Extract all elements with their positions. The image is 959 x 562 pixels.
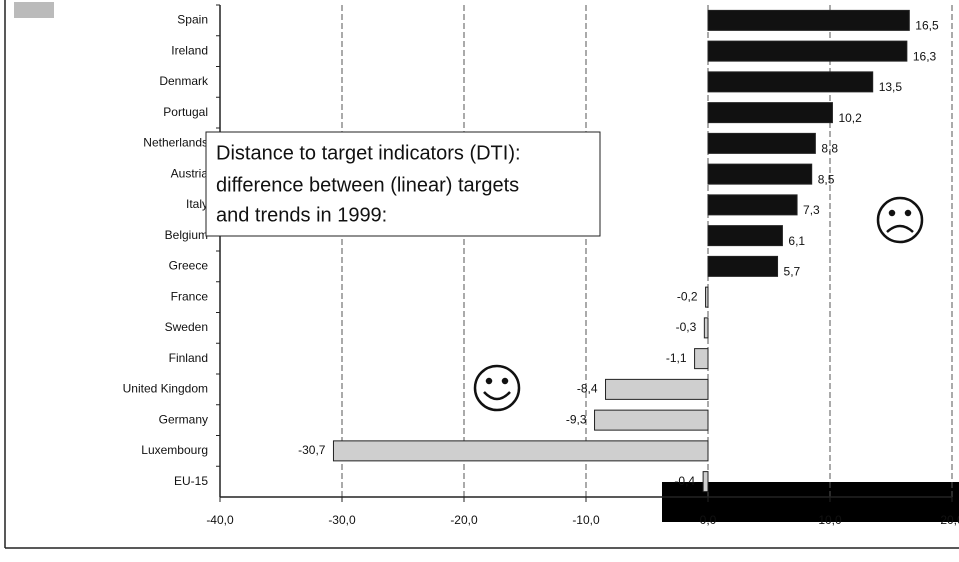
value-label: 6,1 [788,234,805,248]
y-tick-label: Sweden [165,320,208,334]
value-label: 10,2 [838,111,862,125]
value-label: 7,3 [803,203,820,217]
value-label: 8,8 [821,142,838,156]
y-tick-label: EU-15 [174,474,208,488]
bar [707,102,833,124]
bar [707,132,816,154]
annotation: Distance to target indicators (DTI): [216,142,521,164]
value-label: -8,4 [577,382,598,396]
value-label: -0,4 [674,474,695,488]
y-tick-label: Denmark [159,74,209,88]
bar [705,286,709,308]
bar [605,378,709,400]
value-label: -30,7 [298,443,326,457]
y-tick-label: Ireland [171,43,208,57]
bar [594,409,709,431]
value-label: -9,3 [566,412,587,426]
y-tick-label: Germany [159,412,208,426]
happy-face [473,364,521,412]
logo [14,2,54,18]
annotation: difference between (linear) targets [216,174,519,196]
value-label: 16,5 [915,19,939,33]
annotation: and trends in 1999: [216,204,387,226]
y-tick-label: Netherlands [143,136,208,150]
y-tick-label: Belgium [165,228,208,242]
annotation-box [205,131,601,237]
x-tick-label: 10,0 [818,513,842,527]
bar [707,71,874,93]
x-tick-label: -10,0 [572,513,600,527]
bar [702,471,709,493]
sad-face [876,196,924,244]
bar [332,440,709,462]
value-label: 13,5 [879,80,903,94]
y-tick-label: Portugal [163,105,208,119]
scan-blot [662,482,959,522]
y-tick-label: Spain [177,13,208,27]
bar [707,163,813,185]
bar [707,255,779,277]
x-tick-label: -20,0 [450,513,478,527]
y-tick-label: Luxembourg [141,443,208,457]
y-tick-label: United Kingdom [123,382,208,396]
y-tick-label: Finland [169,351,208,365]
y-tick-label: Italy [186,197,208,211]
y-tick-label: Austria [171,166,209,180]
value-label: 5,7 [784,265,801,279]
value-label: -0,2 [677,289,698,303]
value-label: -0,3 [676,320,697,334]
bar [707,9,910,31]
x-tick-label: 20,0 [940,513,959,527]
bar [707,40,908,62]
bar [707,225,783,247]
x-tick-label: 0,0 [700,513,717,527]
y-tick-label: Greece [169,259,209,273]
x-tick-label: -30,0 [328,513,356,527]
value-label: -1,1 [666,351,687,365]
plot: -40,0 -30,0 -20,0 -10,0 0,0 10,0 20,0 Spain 16,5… [123,4,959,527]
value-label: 16,3 [913,49,937,63]
y-tick-label: France [171,289,209,303]
bar [703,317,709,339]
value-label: 8,5 [818,172,835,186]
bar [707,194,798,216]
x-tick-label: -40,0 [206,513,234,527]
bar [694,348,709,370]
